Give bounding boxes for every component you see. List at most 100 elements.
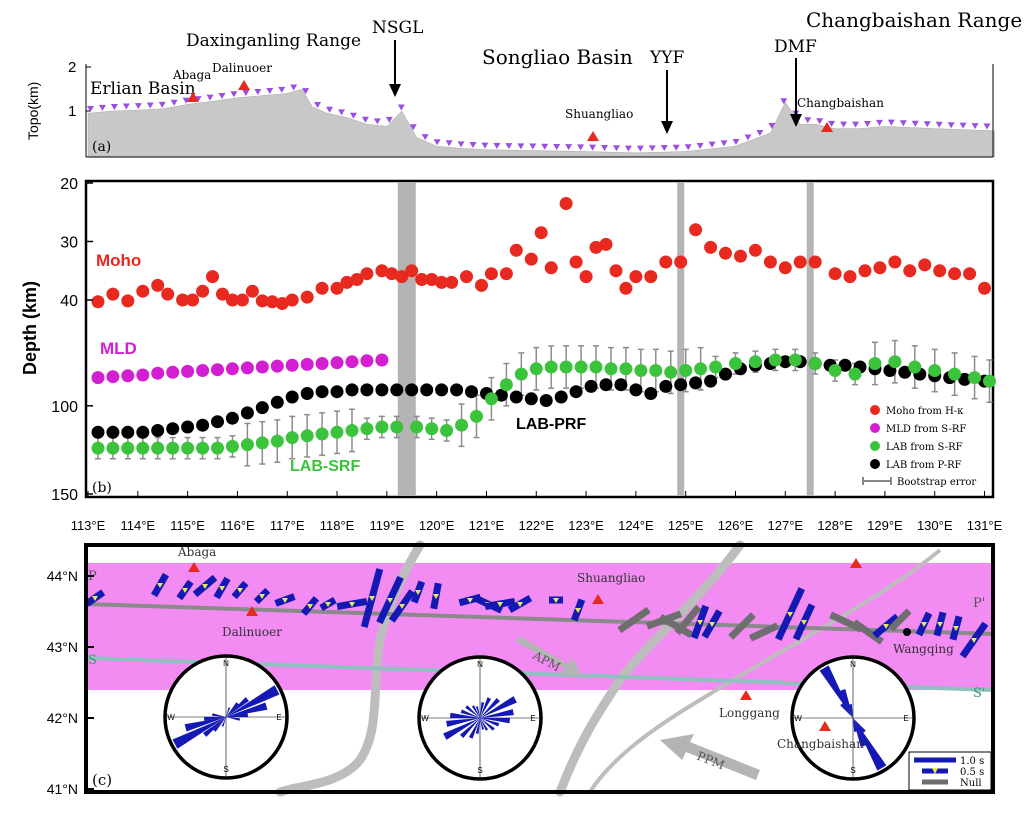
mld-point — [330, 356, 344, 370]
moho-point — [385, 267, 399, 281]
lab-s-point — [390, 420, 404, 434]
moho-point — [933, 264, 947, 278]
rose-direction-label: S — [223, 765, 228, 774]
lab-p-point — [539, 394, 553, 407]
rose-direction-label: E — [276, 713, 281, 722]
station-icon — [326, 106, 334, 113]
mld-point — [300, 357, 314, 371]
panel-c-frame — [84, 543, 995, 794]
legend-label-05s: 0.5 s — [960, 767, 984, 778]
lab-p-point — [285, 390, 299, 404]
moho-point — [778, 261, 792, 275]
legend-station-icon — [932, 768, 938, 774]
annotation-lab-prf: LAB-PRF — [516, 416, 586, 433]
rose-petal — [849, 704, 853, 718]
region-erlian: Erlian Basin — [90, 79, 196, 99]
rose-petal — [853, 718, 857, 732]
rose-petal — [450, 712, 480, 719]
station-icon — [110, 103, 118, 110]
panel-a-topography: 2 1 Topo(km) (a) Erlian Basin Daxinganli… — [25, 8, 1022, 158]
rose-petal — [480, 696, 517, 718]
panel-a-ylabel: Topo(km) — [25, 82, 41, 140]
volcano-label-dalinuoer: Dalinuoer — [212, 61, 272, 75]
panel-c-label: (c) — [92, 771, 112, 789]
station-icon — [266, 87, 274, 94]
region-daxinganling: Daxinganling Range — [186, 31, 361, 51]
place-longgang: Longgang — [719, 706, 780, 720]
fault-label-nsgl: NSGL — [372, 18, 423, 38]
moho-point — [216, 287, 229, 301]
lab-s-point — [455, 418, 469, 432]
lab-s-point — [211, 441, 224, 455]
x-tick-label: 117°E — [270, 518, 305, 533]
lab-s-point — [664, 365, 678, 379]
station-icon — [816, 118, 824, 125]
legend-label-moho: Moho from H-κ — [886, 406, 964, 417]
rose-petal — [213, 717, 226, 732]
panel-c-legend: 1.0 s 0.5 s Null — [908, 751, 992, 791]
station-icon — [756, 129, 764, 136]
panel-b-ytick-label: 30 — [60, 235, 78, 252]
rose-petal — [480, 717, 510, 724]
x-tick-label: 115°E — [170, 518, 205, 533]
station-icon — [887, 119, 895, 126]
station-icon — [959, 122, 967, 129]
moho-point — [629, 270, 643, 284]
station-icon — [589, 144, 597, 151]
moho-point — [858, 264, 872, 278]
panel-b-yticks: 20 30 40 100 150 — [51, 176, 986, 504]
rose-direction-label: W — [167, 713, 175, 722]
station-icon — [971, 123, 979, 130]
lab-s-point — [225, 439, 239, 453]
mld-point — [345, 355, 359, 369]
panel-b-ytick-label: 100 — [51, 399, 78, 416]
station-icon — [801, 620, 807, 625]
station-icon — [787, 612, 793, 617]
lab-s-point — [514, 367, 528, 381]
station-icon — [421, 134, 429, 141]
x-tick-label: 120°E — [419, 518, 455, 533]
annotation-mld: MLD — [100, 339, 137, 358]
moho-point — [395, 270, 409, 284]
panel-b-ytick-label: 40 — [60, 293, 78, 310]
station-icon — [259, 594, 265, 599]
station-icon — [433, 139, 441, 146]
lab-p-point — [360, 383, 374, 397]
lab-p-point — [330, 385, 344, 399]
moho-point — [963, 267, 977, 281]
rose-petal — [226, 697, 249, 717]
station-icon — [481, 142, 489, 149]
station-icon — [947, 122, 955, 129]
lab-s-point — [589, 360, 603, 374]
lab-p-point — [121, 425, 135, 439]
rose-petal — [226, 713, 248, 718]
station-icon — [517, 602, 523, 607]
station-icon — [86, 105, 94, 112]
station-icon — [875, 119, 883, 126]
rose-direction-label: N — [477, 660, 483, 669]
mld-point — [196, 364, 210, 377]
rose-direction-label: N — [223, 659, 229, 668]
volcano-markers — [188, 558, 911, 731]
moho-point — [285, 293, 299, 307]
moho-point — [918, 258, 932, 272]
lab-s-point — [470, 409, 483, 423]
volcano-icon — [819, 721, 831, 731]
rose-diagrams: N S W E N S W E N S W E — [163, 654, 916, 781]
rose-petal — [221, 717, 226, 727]
x-tick-label: 121°E — [469, 518, 505, 533]
legend-label-mld: MLD from S-RF — [886, 424, 966, 435]
lab-p-point — [719, 367, 732, 381]
station-icon — [672, 144, 680, 151]
station-icon — [553, 143, 561, 150]
x-tick-label: 118°E — [320, 518, 355, 533]
x-tick-label: 128°E — [817, 518, 853, 533]
panel-c-ytick-label: 42°N — [47, 710, 78, 726]
rose-direction-label: S — [477, 766, 482, 775]
lab-p-point — [509, 390, 523, 404]
moho-point — [206, 270, 219, 284]
lab-p-point — [465, 385, 478, 399]
moho-point — [330, 281, 344, 295]
lab-s-point — [529, 362, 543, 376]
volcano-icon — [187, 92, 199, 102]
